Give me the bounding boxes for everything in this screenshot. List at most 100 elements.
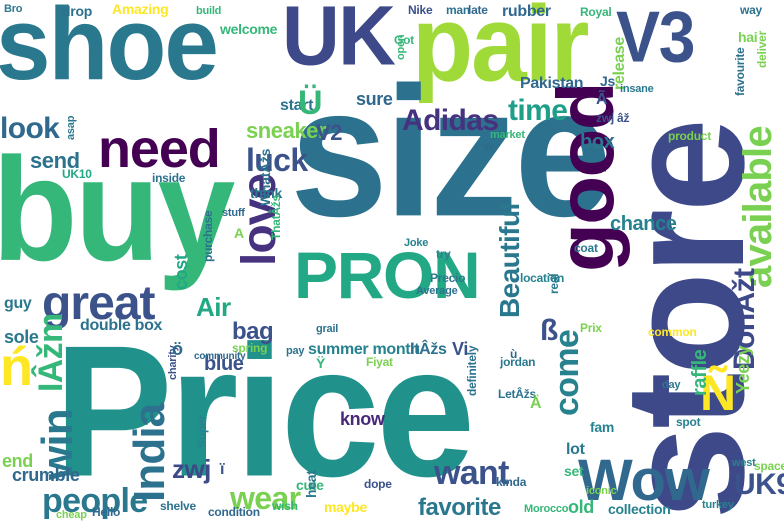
cloud-word: lot: [566, 441, 585, 458]
cloud-word: favorite: [418, 494, 501, 521]
cloud-word: grail: [316, 323, 339, 335]
cloud-word: drop: [62, 3, 92, 19]
cloud-word: condition: [208, 505, 260, 519]
cloud-word: rubber: [502, 3, 551, 20]
cloud-word: space: [754, 459, 784, 473]
cloud-word: guy: [4, 295, 32, 312]
cloud-word: Ã: [596, 91, 608, 108]
cloud-word: asap: [65, 115, 77, 140]
cloud-word: inside: [152, 171, 186, 185]
cloud-word: wear: [230, 480, 301, 516]
cloud-word: ß: [540, 314, 558, 347]
cloud-word: Ä: [530, 395, 542, 412]
cloud-word: shelve: [160, 499, 196, 513]
cloud-word: Ü: [298, 84, 323, 122]
cloud-word: available: [736, 126, 780, 288]
cloud-word: late: [468, 3, 488, 17]
cloud-word: deliver: [755, 30, 769, 68]
cloud-word: size: [290, 49, 612, 256]
cloud-word: ItÂžs: [410, 341, 447, 358]
cloud-word: Joke: [404, 237, 429, 249]
cloud-word: great: [42, 277, 156, 330]
cloud-word: cost: [171, 254, 191, 290]
cloud-word: community: [194, 351, 246, 362]
cloud-word: way: [740, 3, 762, 17]
cloud-word: try: [436, 247, 451, 261]
cloud-word: Adidas: [402, 104, 499, 137]
cloud-word: Wow: [578, 448, 710, 513]
cloud-word: think: [250, 185, 283, 201]
cloud-word: bag: [232, 318, 274, 345]
cloud-word: Super: [195, 415, 209, 448]
cloud-word: Got: [394, 33, 414, 47]
cloud-word: sole: [4, 327, 39, 347]
cloud-word: day: [662, 379, 681, 391]
cloud-word: A: [234, 225, 244, 241]
cloud-word: product: [668, 129, 711, 143]
cloud-word: maybe: [324, 499, 367, 515]
cloud-word: PRON: [294, 238, 481, 312]
cloud-word: stuff: [222, 207, 245, 219]
cloud-word: Pakistan: [520, 75, 584, 92]
cloud-word: blue: [204, 353, 244, 375]
cloud-word: Bro: [4, 3, 23, 15]
cloud-word: UK9: [734, 468, 784, 501]
cloud-word: pay: [286, 345, 305, 357]
cloud-word: Vi: [452, 339, 468, 359]
cloud-word: pair: [412, 0, 589, 105]
cloud-word: Fiyat: [366, 355, 393, 369]
cloud-word: real: [547, 273, 561, 294]
cloud-word: sure: [356, 89, 393, 109]
cloud-word: double box: [80, 317, 163, 334]
cloud-word: look: [0, 112, 60, 145]
cloud-word: luck: [246, 142, 308, 178]
cloud-word: market: [490, 129, 525, 141]
cloud-word: man: [446, 3, 470, 17]
cloud-word: raffle: [689, 349, 711, 396]
cloud-word: Prix: [580, 321, 602, 335]
cloud-word: ö: [172, 339, 183, 359]
cloud-word: fam: [590, 419, 615, 435]
cloud-word: Beautiful: [494, 203, 525, 318]
cloud-word: cheap: [56, 509, 87, 521]
cloud-word: start: [280, 97, 314, 114]
cloud-word: V2: [316, 120, 343, 145]
cloud-word: Price: [54, 306, 475, 516]
cloud-word: zwj âž: [596, 111, 630, 125]
cloud-word: cute: [296, 477, 324, 493]
cloud-word: w: [484, 139, 494, 153]
cloud-word: Hello: [92, 505, 121, 519]
cloud-word: zwj: [172, 454, 211, 484]
cloud-word: Yeezy: [733, 345, 753, 394]
cloud-word: welcome: [220, 21, 278, 37]
cloud-word: India: [125, 403, 174, 502]
cloud-word: ï: [220, 461, 225, 478]
cloud-word: box: [580, 131, 615, 153]
cloud-word: end: [2, 451, 33, 471]
cloud-word: Amazing: [112, 1, 169, 17]
cloud-word: IÂžm: [32, 313, 70, 392]
cloud-word: turkey: [702, 499, 734, 511]
cloud-word: WhatÂžs: [257, 148, 273, 206]
cloud-word: location: [520, 271, 565, 285]
cloud-word: know: [340, 409, 385, 429]
cloud-word: LetÂžs: [498, 387, 536, 401]
cloud-word: Morocco: [524, 503, 569, 515]
cloud-word: common: [648, 325, 697, 339]
cloud-word: favourite: [733, 47, 747, 96]
cloud-word: time: [508, 94, 568, 127]
cloud-word: Nike: [408, 3, 433, 17]
cloud-word: V3: [616, 0, 695, 78]
cloud-word: shoe: [0, 0, 219, 102]
cloud-word: summer month: [308, 341, 420, 358]
cloud-word: send: [30, 148, 80, 173]
cloud-word: Average: [416, 285, 458, 297]
cloud-word: jordan: [500, 355, 536, 369]
cloud-word: ń: [0, 337, 33, 397]
cloud-word: crumble: [12, 465, 80, 485]
cloud-word: people: [42, 482, 148, 520]
cloud-word: west: [732, 457, 756, 469]
cloud-word: chance: [610, 213, 677, 235]
cloud-word: ù: [510, 347, 518, 361]
